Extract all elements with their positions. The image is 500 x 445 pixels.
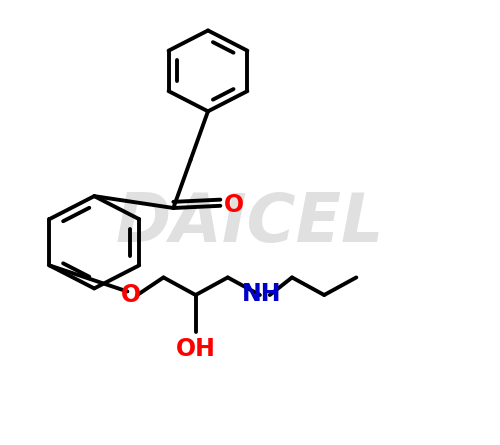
Text: NH: NH	[242, 282, 282, 306]
Text: O: O	[224, 193, 244, 217]
Text: DAICEL: DAICEL	[116, 190, 384, 255]
Text: O: O	[122, 283, 142, 307]
Text: OH: OH	[176, 337, 216, 361]
